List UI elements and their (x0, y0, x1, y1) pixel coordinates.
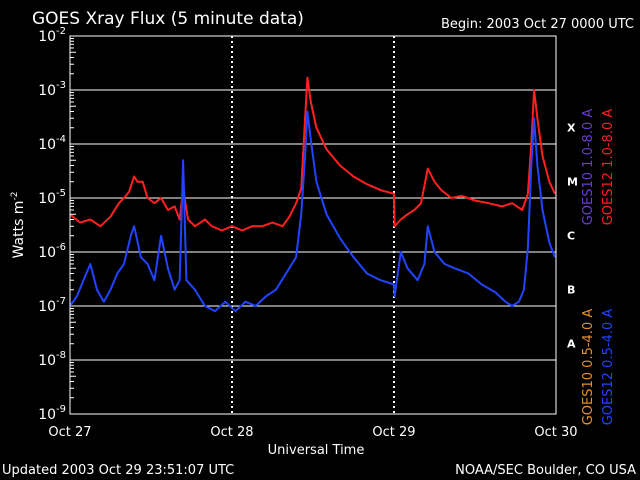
flare-class-a: A (567, 338, 576, 351)
begin-time: Begin: 2003 Oct 27 0000 UTC (441, 17, 634, 32)
y-tick-label: 10-8 (38, 350, 66, 369)
flare-class-c: C (567, 230, 575, 243)
y-tick-label: 10-3 (38, 80, 66, 99)
chart-title: GOES Xray Flux (5 minute data) (32, 9, 304, 29)
legend-item-goes12-0-5-4-0-a: GOES12 0.5-4.0 A (601, 309, 616, 426)
legend: GOES10 1.0-8.0 A GOES12 1.0-8.0 A GOES10 0… (581, 109, 616, 426)
y-tick-label: 10-6 (38, 242, 66, 261)
x-axis-label: Universal Time (268, 443, 365, 458)
updated-timestamp: Updated 2003 Oct 29 23:51:07 UTC (2, 463, 234, 478)
x-axis-ticks: Oct 27 Oct 28 Oct 29 Oct 30 (48, 425, 577, 440)
flare-class-labels: X M C B A (567, 122, 578, 351)
x-tick-label: Oct 29 (372, 425, 415, 440)
goes12-1-0-8-0-a-line (69, 76, 556, 232)
credit-label: NOAA/SEC Boulder, CO USA (455, 463, 636, 478)
y-tick-label: 10-5 (38, 188, 66, 207)
flare-class-m: M (567, 176, 578, 189)
flare-class-b: B (567, 284, 575, 297)
y-axis-label: Watts m-2 (10, 192, 27, 259)
legend-item-goes10-0-5-4-0-a: GOES10 0.5-4.0 A (581, 309, 596, 426)
flare-class-x: X (567, 122, 576, 135)
y-tick-label: 10-7 (38, 296, 66, 315)
goes12-0-5-4-0-a-line (69, 110, 556, 313)
x-tick-label: Oct 27 (48, 425, 91, 440)
y-tick-label: 10-2 (38, 26, 66, 45)
plot-frame (69, 35, 557, 415)
y-tick-label: 10-9 (38, 404, 66, 423)
legend-item-goes12-1-0-8-0-a: GOES12 1.0-8.0 A (601, 109, 616, 226)
data-series (69, 76, 556, 313)
x-tick-label: Oct 28 (210, 425, 253, 440)
y-axis-ticks: 10-2 10-3 10-4 10-5 10-6 10-7 10-8 10-9 (38, 26, 76, 423)
grid-lines (70, 35, 556, 415)
x-tick-label: Oct 30 (534, 425, 577, 440)
legend-item-goes10-1-0-8-0-a: GOES10 1.0-8.0 A (581, 109, 596, 226)
y-tick-label: 10-4 (38, 134, 66, 153)
